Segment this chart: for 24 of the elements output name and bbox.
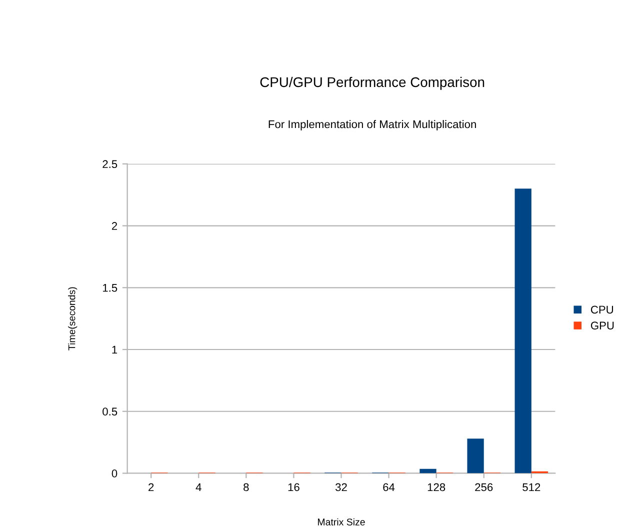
x-axis-title: Matrix Size [318,518,365,526]
x-tick-label: 4 [196,483,202,492]
bar [467,438,484,474]
x-tick-label: 2 [148,483,154,492]
bar [420,468,436,474]
bar [514,188,532,474]
y-tick-label: 0.5 [102,408,118,416]
x-tick-label: 16 [288,483,300,492]
x-tick-label: 256 [475,483,493,492]
y-axis-title: Time(seconds) [68,287,78,350]
legend-label: CPU [590,306,613,314]
y-tick-label: 0 [112,470,118,478]
y-tick-label: 2 [112,222,118,230]
x-tick-label: 512 [522,483,540,492]
chart-title: CPU/GPU Performance Comparison [260,76,484,90]
x-tick-label: 64 [383,483,395,492]
y-tick-label: 1.5 [102,284,118,292]
y-tick-label: 2.5 [102,160,118,168]
chart-subtitle: For Implementation of Matrix Multiplication [268,120,476,130]
y-tick-label: 1 [112,346,118,354]
legend-label: GPU [590,322,614,330]
x-tick-label: 8 [244,483,249,492]
x-tick-label: 128 [428,483,446,492]
x-tick-label: 32 [335,483,347,492]
